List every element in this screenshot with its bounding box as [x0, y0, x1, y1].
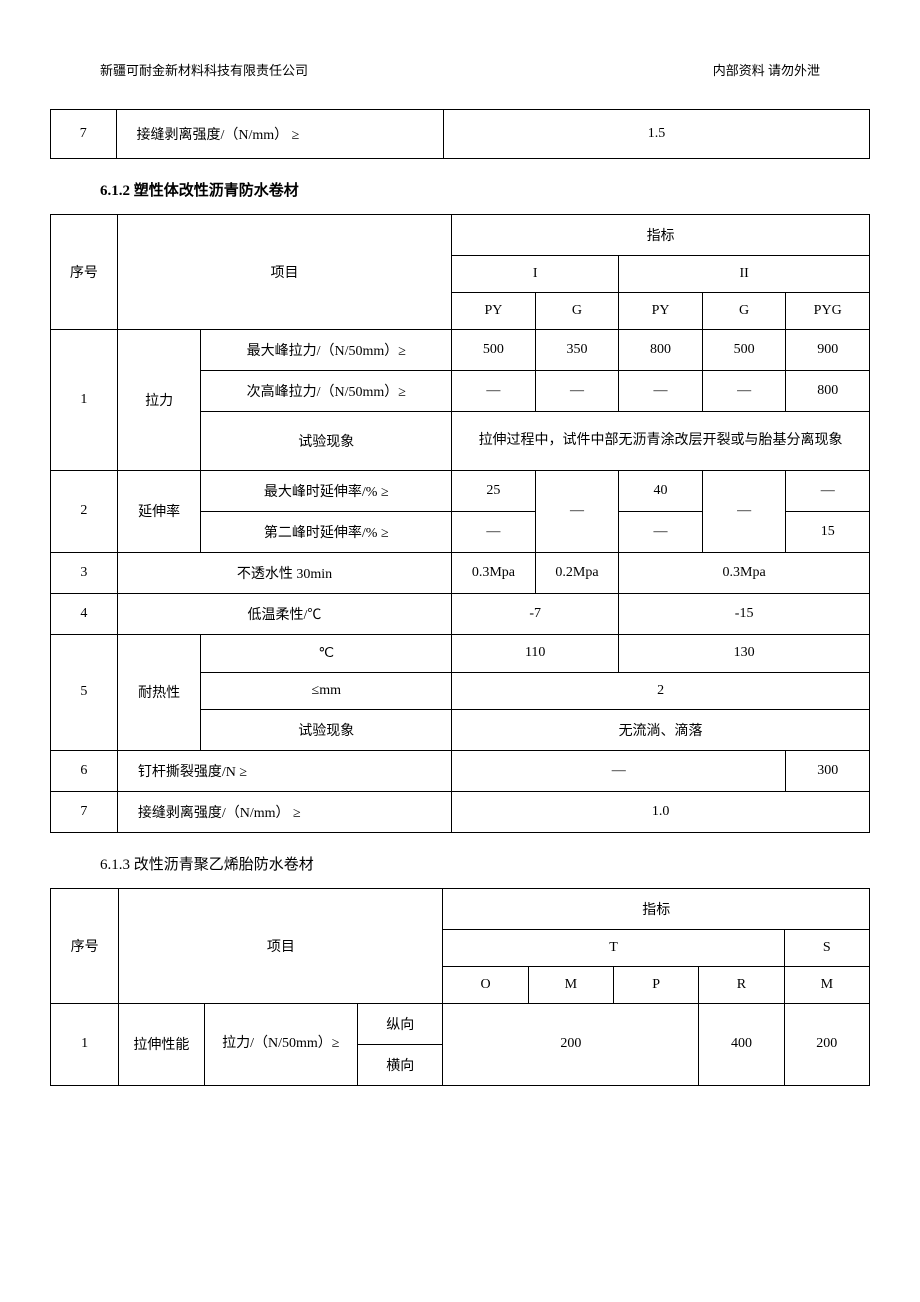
item-4: 低温柔性/℃: [117, 593, 451, 634]
r6-v1: —: [452, 750, 786, 791]
table-fragment-top: 7 接缝剥离强度/（N/mm） ≥ 1.5: [50, 109, 870, 159]
table-613: 序号 项目 指标 T S O M P R M 1 拉伸性能 拉力/（N/50mm…: [50, 888, 870, 1086]
th-PY1: PY: [452, 293, 536, 330]
item-6: 钉杆撕裂强度/N ≥: [117, 750, 451, 791]
r4-v0: -7: [452, 593, 619, 634]
r1b: 次高峰拉力/（N/50mm）≥: [201, 371, 452, 412]
item-3: 不透水性 30min: [117, 552, 451, 593]
th-I: I: [452, 256, 619, 293]
t3-index: 指标: [443, 888, 870, 929]
r1a-v1: 350: [535, 330, 619, 371]
th-item: 项目: [117, 215, 451, 330]
th-II: II: [619, 256, 870, 293]
r1c: 试验现象: [201, 412, 452, 471]
header-confidential: 内部资料 请勿外泄: [713, 60, 820, 79]
header-company: 新疆可耐金新材料科技有限责任公司: [100, 60, 308, 79]
t3-M: M: [528, 966, 613, 1003]
seq-3: 3: [51, 552, 118, 593]
r1b-v4: 800: [786, 371, 870, 412]
r1a-v4: 900: [786, 330, 870, 371]
t3-R: R: [699, 966, 784, 1003]
r5a-v0: 110: [452, 634, 619, 672]
table-612: 序号 项目 指标 I II PY G PY G PYG 1 拉力 最大峰拉力/（…: [50, 214, 870, 833]
t3-zong: 纵向: [358, 1003, 443, 1044]
r5a: ℃: [201, 634, 452, 672]
r5c-v: 无流淌、滴落: [452, 709, 870, 750]
section-title-612: 6.1.2 塑性体改性沥青防水卷材: [100, 179, 870, 200]
t3-seq: 序号: [51, 888, 119, 1003]
r7-v: 1.0: [452, 791, 870, 832]
th-G2: G: [702, 293, 786, 330]
seq-5: 5: [51, 634, 118, 750]
t3-v3: 200: [784, 1003, 869, 1085]
t3-v1: 200: [443, 1003, 699, 1085]
item-1: 拉力: [117, 330, 201, 471]
r2-dash2: —: [702, 470, 786, 552]
t3-r1-seq: 1: [51, 1003, 119, 1085]
seq-2: 2: [51, 470, 118, 552]
t3-r1-item: 拉伸性能: [119, 1003, 204, 1085]
r2b: 第二峰时延伸率/% ≥: [201, 511, 452, 552]
r4-v1: -15: [619, 593, 870, 634]
r2a-dash3: —: [786, 470, 870, 511]
r1a-v0: 500: [452, 330, 536, 371]
th-PYG: PYG: [786, 293, 870, 330]
r3-v1: 0.2Mpa: [535, 552, 619, 593]
t3-item: 项目: [119, 888, 443, 1003]
r2b-v1: —: [452, 511, 536, 552]
t3-M2: M: [784, 966, 869, 1003]
seq-cell: 7: [51, 110, 117, 159]
th-seq: 序号: [51, 215, 118, 330]
r2b-v2: —: [619, 511, 703, 552]
r2a-v2: 40: [619, 470, 703, 511]
section-title-613: 6.1.3 改性沥青聚乙烯胎防水卷材: [100, 853, 870, 874]
r1b-v1: —: [535, 371, 619, 412]
r1a-v3: 500: [702, 330, 786, 371]
t3-T: T: [443, 929, 784, 966]
value-cell: 1.5: [444, 110, 870, 159]
page-header: 新疆可耐金新材料科技有限责任公司 内部资料 请勿外泄: [50, 60, 870, 79]
th-PY2: PY: [619, 293, 703, 330]
r1b-v2: —: [619, 371, 703, 412]
r3-v2: 0.3Mpa: [619, 552, 870, 593]
r3-v0: 0.3Mpa: [452, 552, 536, 593]
r1b-v3: —: [702, 371, 786, 412]
r1a-v2: 800: [619, 330, 703, 371]
t3-v2: 400: [699, 1003, 784, 1085]
item-7: 接缝剥离强度/（N/mm） ≥: [117, 791, 451, 832]
r2b-v3: 15: [786, 511, 870, 552]
seq-6: 6: [51, 750, 118, 791]
th-G1: G: [535, 293, 619, 330]
t3-S: S: [784, 929, 869, 966]
th-index: 指标: [452, 215, 870, 256]
r1c-v: 拉伸过程中，试件中部无沥青涂改层开裂或与胎基分离现象: [452, 412, 870, 471]
seq-1: 1: [51, 330, 118, 471]
seq-7: 7: [51, 791, 118, 832]
t3-r1-sub: 拉力/（N/50mm）≥: [204, 1003, 358, 1085]
item-5: 耐热性: [117, 634, 201, 750]
r5b-v: 2: [452, 672, 870, 709]
t3-heng: 横向: [358, 1044, 443, 1085]
r2a-v1: 25: [452, 470, 536, 511]
r5c: 试验现象: [201, 709, 452, 750]
t3-O: O: [443, 966, 528, 1003]
r5b: ≤mm: [201, 672, 452, 709]
r1a: 最大峰拉力/（N/50mm）≥: [201, 330, 452, 371]
seq-4: 4: [51, 593, 118, 634]
r5a-v1: 130: [619, 634, 870, 672]
item-cell: 接缝剥离强度/（N/mm） ≥: [116, 110, 444, 159]
r6-v2: 300: [786, 750, 870, 791]
r2a: 最大峰时延伸率/% ≥: [201, 470, 452, 511]
item-2: 延伸率: [117, 470, 201, 552]
r2-dash1: —: [535, 470, 619, 552]
r1b-v0: —: [452, 371, 536, 412]
t3-P: P: [614, 966, 699, 1003]
